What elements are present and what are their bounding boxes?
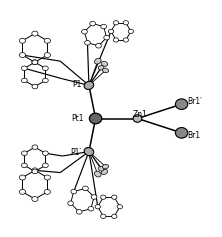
Ellipse shape	[123, 38, 129, 42]
Ellipse shape	[108, 29, 114, 33]
Ellipse shape	[104, 35, 109, 40]
Ellipse shape	[32, 31, 38, 36]
Ellipse shape	[94, 171, 101, 177]
Ellipse shape	[84, 81, 94, 90]
Ellipse shape	[82, 29, 87, 34]
Ellipse shape	[101, 214, 106, 219]
Ellipse shape	[84, 147, 94, 156]
Ellipse shape	[19, 53, 26, 58]
Ellipse shape	[68, 201, 73, 205]
Ellipse shape	[101, 24, 107, 29]
Ellipse shape	[91, 195, 97, 199]
Text: Pt1: Pt1	[71, 114, 83, 123]
Ellipse shape	[98, 167, 104, 171]
Text: P1′: P1′	[70, 148, 81, 157]
Ellipse shape	[19, 175, 26, 180]
Ellipse shape	[43, 163, 48, 168]
Ellipse shape	[90, 21, 95, 26]
Ellipse shape	[88, 206, 94, 211]
Ellipse shape	[22, 163, 27, 168]
Ellipse shape	[112, 214, 117, 219]
Text: P1: P1	[73, 80, 82, 89]
Ellipse shape	[32, 196, 38, 201]
Ellipse shape	[113, 21, 119, 25]
Ellipse shape	[43, 151, 48, 155]
Ellipse shape	[43, 66, 48, 71]
Ellipse shape	[102, 164, 109, 169]
Ellipse shape	[22, 151, 27, 155]
Ellipse shape	[123, 21, 129, 25]
Ellipse shape	[98, 65, 104, 70]
Ellipse shape	[96, 43, 101, 48]
Ellipse shape	[44, 38, 50, 43]
Ellipse shape	[175, 99, 188, 109]
Ellipse shape	[113, 38, 119, 42]
Ellipse shape	[117, 205, 123, 209]
Ellipse shape	[112, 195, 117, 199]
Ellipse shape	[128, 29, 133, 33]
Ellipse shape	[19, 38, 26, 43]
Ellipse shape	[22, 66, 27, 71]
Ellipse shape	[101, 195, 106, 199]
Ellipse shape	[101, 61, 108, 66]
Ellipse shape	[32, 145, 38, 150]
Text: Br1: Br1	[187, 131, 200, 140]
Ellipse shape	[102, 68, 109, 73]
Ellipse shape	[83, 186, 88, 191]
Ellipse shape	[43, 78, 48, 83]
Ellipse shape	[101, 169, 108, 174]
Ellipse shape	[76, 210, 82, 214]
Ellipse shape	[32, 84, 38, 89]
Ellipse shape	[32, 169, 38, 174]
Ellipse shape	[44, 53, 50, 58]
Ellipse shape	[22, 78, 27, 83]
Ellipse shape	[32, 168, 38, 173]
Ellipse shape	[32, 60, 38, 64]
Ellipse shape	[71, 189, 77, 194]
Ellipse shape	[44, 175, 50, 180]
Ellipse shape	[85, 41, 90, 45]
Ellipse shape	[133, 115, 142, 122]
Ellipse shape	[175, 128, 188, 138]
Text: Br1′: Br1′	[187, 97, 202, 106]
Ellipse shape	[94, 58, 101, 64]
Ellipse shape	[95, 205, 100, 209]
Ellipse shape	[32, 60, 38, 65]
Ellipse shape	[89, 113, 102, 124]
Ellipse shape	[44, 189, 50, 194]
Ellipse shape	[19, 189, 26, 194]
Text: Zn1: Zn1	[133, 110, 148, 119]
